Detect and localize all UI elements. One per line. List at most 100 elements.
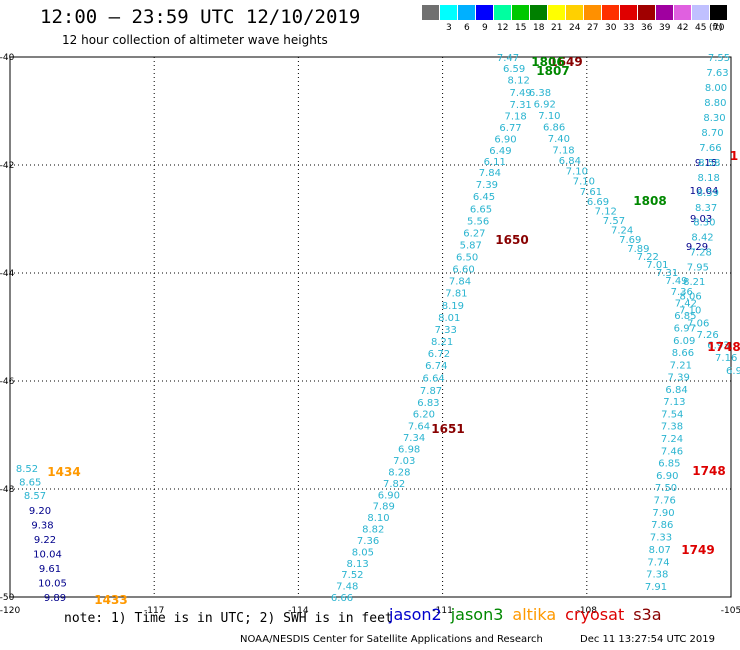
pass-time-label: 1806	[531, 55, 564, 69]
swh-value-label: 7.10	[573, 177, 595, 188]
swh-value-label: 7.31	[510, 100, 532, 111]
swh-value-label: 7.24	[611, 225, 633, 236]
swh-value-label: 9.20	[29, 506, 51, 517]
swh-value-label: 7.55	[708, 53, 730, 64]
swh-value-label: 8.06	[679, 292, 701, 303]
latitude-tick-label: -50	[0, 593, 15, 603]
swh-value-label: 7.16	[715, 353, 737, 364]
swh-value-label: 8.52	[16, 464, 38, 475]
colorbar-label: 9	[482, 23, 488, 33]
swh-value-label: 8.59	[697, 188, 719, 199]
pass-time-label: 1651	[431, 422, 464, 436]
swh-value-label: 7.39	[476, 180, 498, 191]
swh-value-label: 8.21	[683, 277, 705, 288]
swh-value-label: 7.21	[670, 360, 692, 371]
swh-value-label: 8.66	[672, 348, 694, 359]
swh-value-label: 5.56	[467, 217, 489, 228]
longitude-tick-label: -114	[288, 606, 309, 616]
colorbar-swatch	[602, 5, 619, 20]
swh-value-label: 8.07	[649, 545, 671, 556]
swh-value-label: 8.30	[693, 218, 715, 229]
swh-value-label: 8.05	[352, 547, 374, 558]
swh-value-label: 7.38	[646, 570, 668, 581]
swh-value-label: 7.89	[627, 244, 649, 255]
swh-value-label: 7.90	[652, 508, 674, 519]
colorbar-swatch	[530, 5, 547, 20]
map-frame	[9, 56, 732, 598]
colorbar-label: 15	[515, 23, 527, 33]
swh-value-label: 7.46	[661, 446, 683, 457]
swh-value-label: 8.37	[695, 203, 717, 214]
swh-value-label: 6.69	[587, 197, 609, 208]
swh-value-label: 6.50	[456, 253, 478, 264]
pass-time-label: 1649	[549, 55, 582, 69]
swh-value-label: 7.61	[580, 187, 602, 198]
swh-value-label: 8.19	[442, 301, 464, 312]
swh-value-label: 6.72	[428, 349, 450, 360]
swh-value-label: 6.97	[674, 323, 696, 334]
swh-value-label: 7.34	[403, 433, 425, 444]
swh-value-label: 7.84	[449, 277, 471, 288]
swh-value-label: 6.74	[425, 361, 447, 372]
swh-value-label: 7.95	[687, 262, 709, 273]
pass-time-label: 1433	[94, 593, 127, 607]
colorbar-label: 39	[659, 23, 671, 33]
satellite-legend-jason3: jason3	[450, 605, 504, 624]
swh-value-label: 7.49	[509, 88, 531, 99]
swh-value-label: 8.21	[431, 337, 453, 348]
pass-time-label: 1807	[536, 64, 569, 78]
swh-value-label: 6.90	[378, 490, 400, 501]
pass-time-label: 1650	[495, 233, 528, 247]
swh-value-label: 8.00	[705, 83, 727, 94]
colorbar-unit: (ft)	[709, 23, 723, 33]
colorbar-swatch	[638, 5, 655, 20]
swh-value-label: 9.29	[686, 242, 708, 253]
page-subtitle: 12 hour collection of altimeter wave hei…	[62, 33, 328, 47]
swh-value-label: 7.47	[497, 53, 519, 64]
swh-value-label: 7.84	[479, 168, 501, 179]
satellite-legend-jason2: jason2	[389, 605, 442, 624]
colorbar-label: 12	[497, 23, 509, 33]
swh-value-label: 7.82	[383, 479, 405, 490]
colorbar-swatch	[710, 5, 727, 20]
swh-value-label: 7.49	[665, 276, 687, 287]
longitude-tick-label: -105	[721, 606, 740, 616]
swh-value-label: 7.24	[661, 434, 683, 445]
swh-value-label: 7.63	[706, 68, 728, 79]
swh-value-label: 7.54	[661, 409, 683, 420]
swh-value-label: 6.66	[331, 593, 353, 604]
colorbar-label: 30	[605, 23, 617, 33]
latitude-tick-label: -44	[0, 269, 15, 279]
satellite-legend-cryosat: cryosat	[565, 605, 625, 624]
swh-value-label: 7.18	[552, 145, 574, 156]
swh-value-label: 7.33	[435, 325, 457, 336]
swh-value-label: 7.28	[690, 248, 712, 259]
swh-value-label: 6.9	[726, 366, 740, 377]
colorbar-swatch	[512, 5, 529, 20]
swh-value-label: 9.15	[695, 158, 717, 169]
longitude-tick-label: -111	[432, 606, 452, 616]
swh-value-label: 10.04	[690, 186, 719, 197]
pass-time-label: 1808	[633, 194, 666, 208]
colorbar-swatch	[620, 5, 637, 20]
swh-value-label: 7.74	[647, 557, 669, 568]
page-title: 12:00 – 23:59 UTC 12/10/2019	[40, 6, 361, 28]
swh-value-label: 6.90	[494, 134, 516, 145]
colorbar-label: 18	[533, 23, 545, 33]
latitude-tick-label: -40	[0, 53, 15, 63]
generated-timestamp: Dec 11 13:27:54 UTC 2019	[580, 634, 715, 645]
swh-value-label: 6.90	[656, 471, 678, 482]
swh-value-label: 10.04	[33, 550, 62, 561]
swh-value-label: 7.31	[656, 268, 678, 279]
colorbar-label: 42	[677, 23, 689, 33]
swh-value-label: 10.05	[38, 579, 67, 590]
swh-value-label: 7.01	[646, 260, 668, 271]
colorbar-label: 45	[695, 23, 707, 33]
swh-value-label: 6.09	[673, 336, 695, 347]
colorbar-label: 27	[587, 23, 599, 33]
colorbar-swatch	[692, 5, 709, 20]
swh-value-label: 6.77	[499, 123, 521, 134]
swh-value-label: 8.65	[19, 478, 41, 489]
colorbar-swatch	[548, 5, 565, 20]
